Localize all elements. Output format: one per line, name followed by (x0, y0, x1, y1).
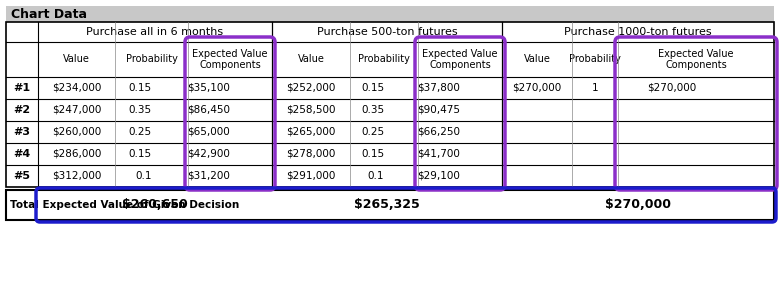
Text: Expected Value
Components: Expected Value Components (658, 49, 734, 70)
Text: 1: 1 (592, 83, 598, 93)
Text: Value: Value (297, 55, 324, 64)
Text: $234,000: $234,000 (51, 83, 101, 93)
Text: Purchase 1000-ton futures: Purchase 1000-ton futures (564, 27, 712, 37)
Text: 0.15: 0.15 (129, 149, 151, 159)
Text: $37,800: $37,800 (417, 83, 460, 93)
Text: Expected Value
Components: Expected Value Components (192, 49, 268, 70)
Text: $31,200: $31,200 (187, 171, 230, 181)
Text: Probability: Probability (569, 55, 621, 64)
Text: #2: #2 (13, 105, 30, 115)
Text: 0.1: 0.1 (367, 171, 384, 181)
Text: 0.35: 0.35 (129, 105, 151, 115)
Text: #5: #5 (13, 171, 30, 181)
Text: 0.25: 0.25 (129, 127, 151, 137)
Text: $270,000: $270,000 (512, 83, 562, 93)
Text: $42,900: $42,900 (187, 149, 230, 159)
Text: $86,450: $86,450 (187, 105, 230, 115)
Text: $41,700: $41,700 (417, 149, 460, 159)
Text: $66,250: $66,250 (417, 127, 460, 137)
Text: $90,475: $90,475 (417, 105, 460, 115)
Text: $270,000: $270,000 (647, 83, 696, 93)
Text: #1: #1 (13, 83, 30, 93)
Text: $265,325: $265,325 (354, 198, 420, 211)
Text: $278,000: $278,000 (286, 149, 335, 159)
Text: Purchase 500-ton futures: Purchase 500-ton futures (317, 27, 457, 37)
Text: Value: Value (63, 55, 90, 64)
Text: $35,100: $35,100 (187, 83, 230, 93)
Text: Expected Value
Components: Expected Value Components (422, 49, 498, 70)
Text: #4: #4 (13, 149, 30, 159)
Text: 0.15: 0.15 (361, 83, 384, 93)
Bar (6, 190, 774, 220)
Text: 0.25: 0.25 (361, 127, 384, 137)
Text: $260,650: $260,650 (122, 198, 188, 211)
Text: $258,500: $258,500 (286, 105, 335, 115)
Bar (6, 22, 774, 187)
Text: Value: Value (523, 55, 551, 64)
Text: $247,000: $247,000 (51, 105, 101, 115)
Text: 0.15: 0.15 (361, 149, 384, 159)
Text: 0.35: 0.35 (361, 105, 384, 115)
Text: $65,000: $65,000 (187, 127, 230, 137)
Text: 0.15: 0.15 (129, 83, 151, 93)
Text: Probability: Probability (126, 55, 177, 64)
Text: $270,000: $270,000 (605, 198, 671, 211)
Text: Total Expected Value of Given Decision: Total Expected Value of Given Decision (10, 200, 239, 210)
Text: $29,100: $29,100 (417, 171, 460, 181)
Text: $252,000: $252,000 (286, 83, 335, 93)
Text: Probability: Probability (358, 55, 410, 64)
Text: $265,000: $265,000 (286, 127, 335, 137)
Text: $260,000: $260,000 (52, 127, 101, 137)
Text: 0.1: 0.1 (135, 171, 151, 181)
Text: $312,000: $312,000 (51, 171, 101, 181)
Text: $286,000: $286,000 (51, 149, 101, 159)
Text: $291,000: $291,000 (286, 171, 335, 181)
Text: Purchase all in 6 months: Purchase all in 6 months (87, 27, 224, 37)
Text: Chart Data: Chart Data (11, 8, 87, 21)
Bar (6, 6, 774, 22)
Text: #3: #3 (13, 127, 30, 137)
